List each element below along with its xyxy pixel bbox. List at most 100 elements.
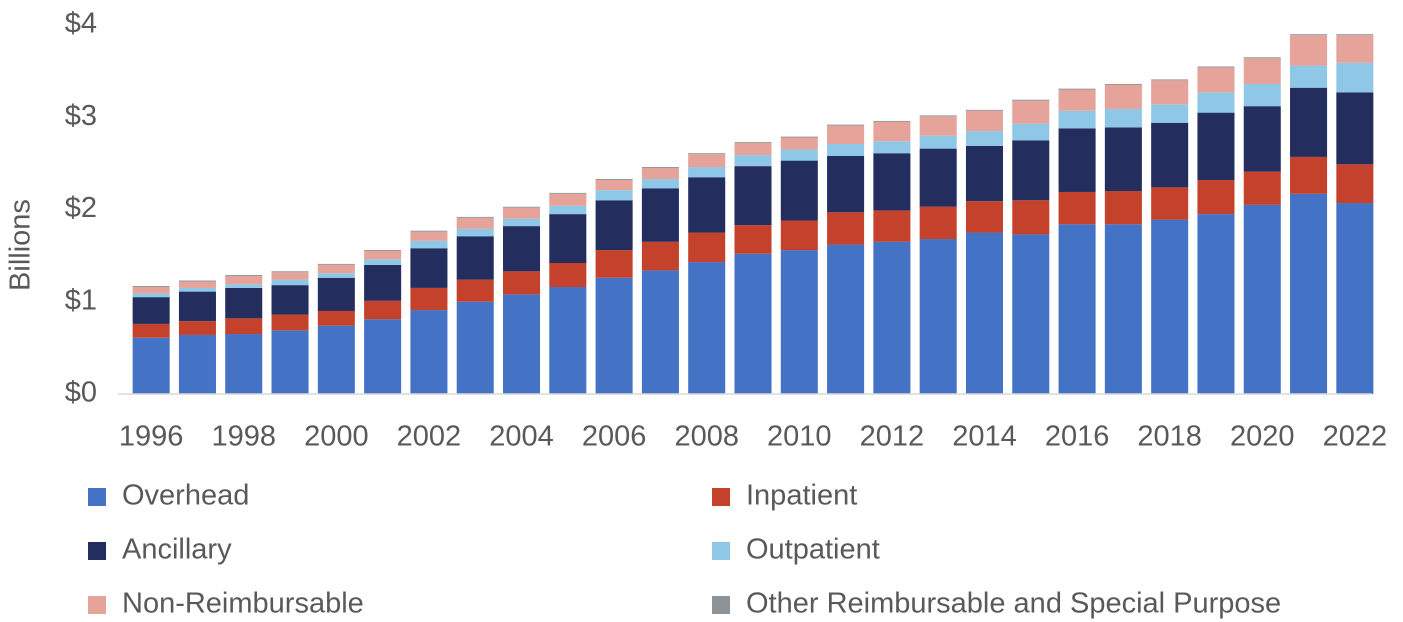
bar-segment bbox=[549, 286, 587, 394]
bar-segment bbox=[965, 145, 1003, 202]
bar-segment bbox=[780, 137, 818, 150]
bar-segment bbox=[178, 334, 216, 394]
bar-segment bbox=[1243, 106, 1281, 172]
x-tick-label: 2016 bbox=[1045, 421, 1110, 453]
bar-segment bbox=[364, 264, 402, 301]
bar-segment bbox=[503, 226, 541, 272]
bar-segment bbox=[873, 153, 911, 211]
bar-segment bbox=[1058, 191, 1096, 225]
legend-label: Other Reimbursable and Special Purpose bbox=[746, 588, 1281, 620]
legend-swatch bbox=[712, 542, 730, 560]
x-tick-label: 2008 bbox=[674, 421, 739, 453]
legend-swatch bbox=[88, 596, 106, 614]
bar-segment bbox=[688, 177, 726, 233]
x-tick-label: 2012 bbox=[860, 421, 925, 453]
bar-segment bbox=[919, 135, 957, 149]
bar-segment bbox=[919, 206, 957, 240]
legend-swatch bbox=[88, 488, 106, 506]
bar-segment bbox=[178, 321, 216, 335]
bar-segment bbox=[1104, 84, 1142, 85]
bar-segment bbox=[1336, 164, 1374, 204]
bar-segment bbox=[1243, 84, 1281, 107]
bar-segment bbox=[317, 277, 355, 311]
bar-segment bbox=[734, 253, 772, 394]
bar-segment bbox=[456, 217, 494, 229]
bar-segment bbox=[456, 236, 494, 280]
bar-segment bbox=[132, 286, 170, 287]
bar-segment bbox=[132, 293, 170, 298]
legend-label: Ancillary bbox=[122, 534, 232, 566]
bar-segment bbox=[919, 148, 957, 207]
bar-segment bbox=[1243, 204, 1281, 394]
bar-segment bbox=[1151, 122, 1189, 188]
bar-segment bbox=[1290, 87, 1328, 157]
bar-segment bbox=[641, 179, 679, 189]
bar-segment bbox=[317, 273, 355, 278]
bar-segment bbox=[1104, 224, 1142, 394]
bar-segment bbox=[1336, 34, 1374, 36]
bar-segment bbox=[780, 160, 818, 221]
bar-segment bbox=[734, 155, 772, 167]
bar-segment bbox=[225, 284, 263, 288]
bar-segment bbox=[1012, 100, 1050, 124]
bar-segment bbox=[595, 179, 633, 191]
legend-label: Overhead bbox=[122, 480, 249, 512]
bar-segment bbox=[225, 334, 263, 394]
bar-segment bbox=[1104, 127, 1142, 192]
bar-segment bbox=[317, 310, 355, 326]
bar-segment bbox=[1104, 191, 1142, 225]
y-tick-label: $0 bbox=[65, 377, 97, 409]
x-tick-label: 2000 bbox=[304, 421, 369, 453]
bar-segment bbox=[456, 228, 494, 237]
bar-segment bbox=[132, 297, 170, 324]
bar-segment bbox=[456, 216, 494, 218]
bar-segment bbox=[595, 179, 633, 180]
bar-segment bbox=[549, 205, 587, 215]
legend-swatch bbox=[712, 488, 730, 506]
bar-segment bbox=[780, 250, 818, 394]
bar-segment bbox=[965, 232, 1003, 394]
bar-segment bbox=[1290, 156, 1328, 194]
bar-segment bbox=[132, 286, 170, 294]
bar-segment bbox=[1197, 214, 1235, 394]
bar-segment bbox=[178, 287, 216, 292]
bar-segment bbox=[271, 330, 309, 394]
bar-segment bbox=[549, 263, 587, 287]
x-tick-label: 1996 bbox=[119, 421, 184, 453]
bar-segment bbox=[271, 279, 309, 286]
bar-segment bbox=[827, 124, 865, 126]
bar-segment bbox=[225, 275, 263, 285]
bar-segment bbox=[503, 271, 541, 295]
bar-segment bbox=[641, 241, 679, 271]
bar-segment bbox=[873, 241, 911, 394]
bar-segment bbox=[503, 294, 541, 394]
bar-segment bbox=[271, 271, 309, 273]
bar-segment bbox=[595, 250, 633, 278]
bar-segment bbox=[1151, 80, 1189, 105]
bar-segment bbox=[1104, 108, 1142, 128]
bar-segment bbox=[132, 323, 170, 338]
bar-segment bbox=[1336, 62, 1374, 93]
bar-segment bbox=[641, 167, 679, 180]
bar-segment bbox=[919, 116, 957, 136]
bar-segment bbox=[1058, 128, 1096, 192]
bar-segment bbox=[827, 125, 865, 145]
legend-swatch bbox=[712, 596, 730, 614]
bar-segment bbox=[225, 287, 263, 319]
y-tick-label: $3 bbox=[65, 100, 97, 132]
bar-segment bbox=[364, 319, 402, 394]
bar-segment bbox=[317, 263, 355, 265]
bar-segment bbox=[780, 136, 818, 138]
bar-segment bbox=[1151, 219, 1189, 394]
bar-segment bbox=[1290, 34, 1328, 36]
x-tick-label: 2002 bbox=[397, 421, 462, 453]
bar-segment bbox=[456, 279, 494, 302]
legend-label: Inpatient bbox=[746, 480, 857, 512]
bar-segment bbox=[688, 154, 726, 168]
bar-segment bbox=[734, 142, 772, 144]
legend-label: Non-Reimbursable bbox=[122, 588, 364, 620]
bar-segment bbox=[1151, 79, 1189, 81]
bar-segment bbox=[271, 285, 309, 315]
bar-segment bbox=[271, 272, 309, 280]
